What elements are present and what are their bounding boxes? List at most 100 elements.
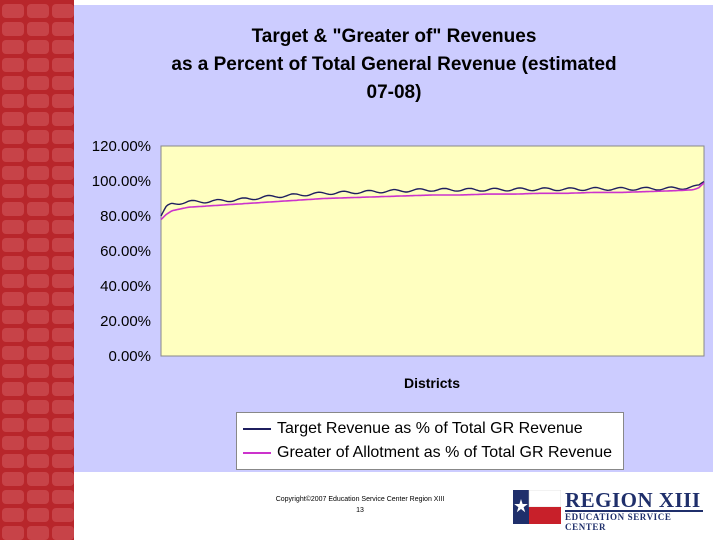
- decorative-tile: [52, 490, 74, 504]
- decorative-tile: [2, 418, 24, 432]
- legend-swatch-greater-of: [243, 452, 271, 454]
- decorative-tile: [52, 238, 74, 252]
- decorative-tile: [2, 40, 24, 54]
- decorative-tile: [2, 490, 24, 504]
- decorative-tile: [2, 202, 24, 216]
- decorative-tile: [27, 310, 49, 324]
- decorative-tile: [2, 292, 24, 306]
- decorative-tile: [52, 400, 74, 414]
- decorative-tile: [2, 184, 24, 198]
- chart-svg: 0.00% 20.00% 40.00% 60.00% 80.00% 100.00% 120.…: [92, 138, 705, 391]
- legend-item-greater-of: Greater of Allotment as % of Total GR Re…: [243, 441, 612, 465]
- decorative-tile: [27, 184, 49, 198]
- decorative-tile: [27, 364, 49, 378]
- y-tick-label: 80.00%: [100, 208, 151, 225]
- decorative-tile: [2, 220, 24, 234]
- decorative-tile: [27, 526, 49, 540]
- decorative-tile: [2, 256, 24, 270]
- y-tick-label: 100.00%: [92, 173, 151, 190]
- decorative-tile: [27, 40, 49, 54]
- decorative-tile: [2, 76, 24, 90]
- decorative-tile: [52, 292, 74, 306]
- decorative-tile: [2, 328, 24, 342]
- decorative-tile: [27, 112, 49, 126]
- decorative-tile: [27, 346, 49, 360]
- decorative-tile: [27, 148, 49, 162]
- series-group: [160, 180, 705, 221]
- decorative-tile: [52, 40, 74, 54]
- decorative-tile: [2, 400, 24, 414]
- decorative-tile: [2, 4, 24, 18]
- decorative-tile: [2, 130, 24, 144]
- legend: Target Revenue as % of Total GR Revenue …: [236, 412, 624, 470]
- decorative-tile: [2, 58, 24, 72]
- y-tick-label: 20.00%: [100, 313, 151, 330]
- decorative-tile: [52, 364, 74, 378]
- decorative-tile: [27, 472, 49, 486]
- chart-title-line-1: Target & "Greater of" Revenues: [251, 26, 537, 47]
- decorative-tile: [27, 382, 49, 396]
- decorative-tile: [2, 238, 24, 252]
- decorative-tile: [52, 22, 74, 36]
- y-tick-label: 0.00%: [108, 348, 151, 365]
- decorative-tile: [52, 472, 74, 486]
- decorative-tile: [27, 436, 49, 450]
- decorative-tile: [52, 346, 74, 360]
- decorative-tile: [52, 382, 74, 396]
- legend-label-target: Target Revenue as % of Total GR Revenue: [277, 420, 583, 437]
- legend-label-greater-of: Greater of Allotment as % of Total GR Re…: [277, 444, 612, 461]
- decorative-tile: [2, 454, 24, 468]
- decorative-tile: [2, 22, 24, 36]
- decorative-tile: [2, 148, 24, 162]
- decorative-tile: [52, 418, 74, 432]
- decorative-tile: [2, 436, 24, 450]
- decorative-tile: [27, 220, 49, 234]
- decorative-tile: [27, 292, 49, 306]
- footer-page-number: 13: [356, 507, 364, 514]
- decorative-tile: [52, 508, 74, 522]
- logo-text-region: REGION XIII: [565, 488, 701, 512]
- chart-title-line-3: 07-08): [366, 82, 422, 103]
- decorative-tile: [27, 58, 49, 72]
- decorative-tile: [52, 202, 74, 216]
- y-tick-label: 60.00%: [100, 243, 151, 260]
- decorative-tile: [27, 454, 49, 468]
- decorative-tile: [52, 184, 74, 198]
- decorative-tile: [27, 418, 49, 432]
- decorative-tile: [52, 148, 74, 162]
- region-xiii-logo: REGION XIII EDUCATION SERVICE CENTER: [513, 488, 703, 532]
- decorative-tile: [2, 94, 24, 108]
- series-line-target: [160, 180, 705, 217]
- bottom-area: [74, 472, 720, 540]
- decorative-tile: [27, 274, 49, 288]
- decorative-tile: [27, 76, 49, 90]
- decorative-tile: [2, 382, 24, 396]
- chart-title-line-2: as a Percent of Total General Revenue (e…: [171, 54, 617, 75]
- decorative-tile: [27, 328, 49, 342]
- decorative-tile: [27, 94, 49, 108]
- y-tick-label: 120.00%: [92, 138, 151, 155]
- decorative-tile: [27, 4, 49, 18]
- decorative-tile: [2, 508, 24, 522]
- decorative-tile: [2, 472, 24, 486]
- decorative-tile: [52, 94, 74, 108]
- chart-area: Target & "Greater of" Revenues as a Perc…: [74, 5, 713, 472]
- decorative-tile: [52, 220, 74, 234]
- decorative-tile: [52, 454, 74, 468]
- y-tick-label: 40.00%: [100, 278, 151, 295]
- decorative-tile: [52, 328, 74, 342]
- chart-title: Target & "Greater of" Revenues as a Perc…: [144, 23, 644, 107]
- plot-area: [160, 145, 705, 357]
- left-decorative-band: [0, 0, 74, 540]
- decorative-tile: [52, 166, 74, 180]
- decorative-tile: [2, 166, 24, 180]
- y-axis-ticks: 0.00% 20.00% 40.00% 60.00% 80.00% 100.00% 120.…: [92, 138, 151, 365]
- decorative-tile: [27, 22, 49, 36]
- series-line-greater-of: [160, 182, 705, 221]
- decorative-tile: [2, 112, 24, 126]
- decorative-tile: [2, 346, 24, 360]
- decorative-tile: [52, 436, 74, 450]
- decorative-tile: [2, 526, 24, 540]
- decorative-tile: [2, 274, 24, 288]
- decorative-tile: [27, 166, 49, 180]
